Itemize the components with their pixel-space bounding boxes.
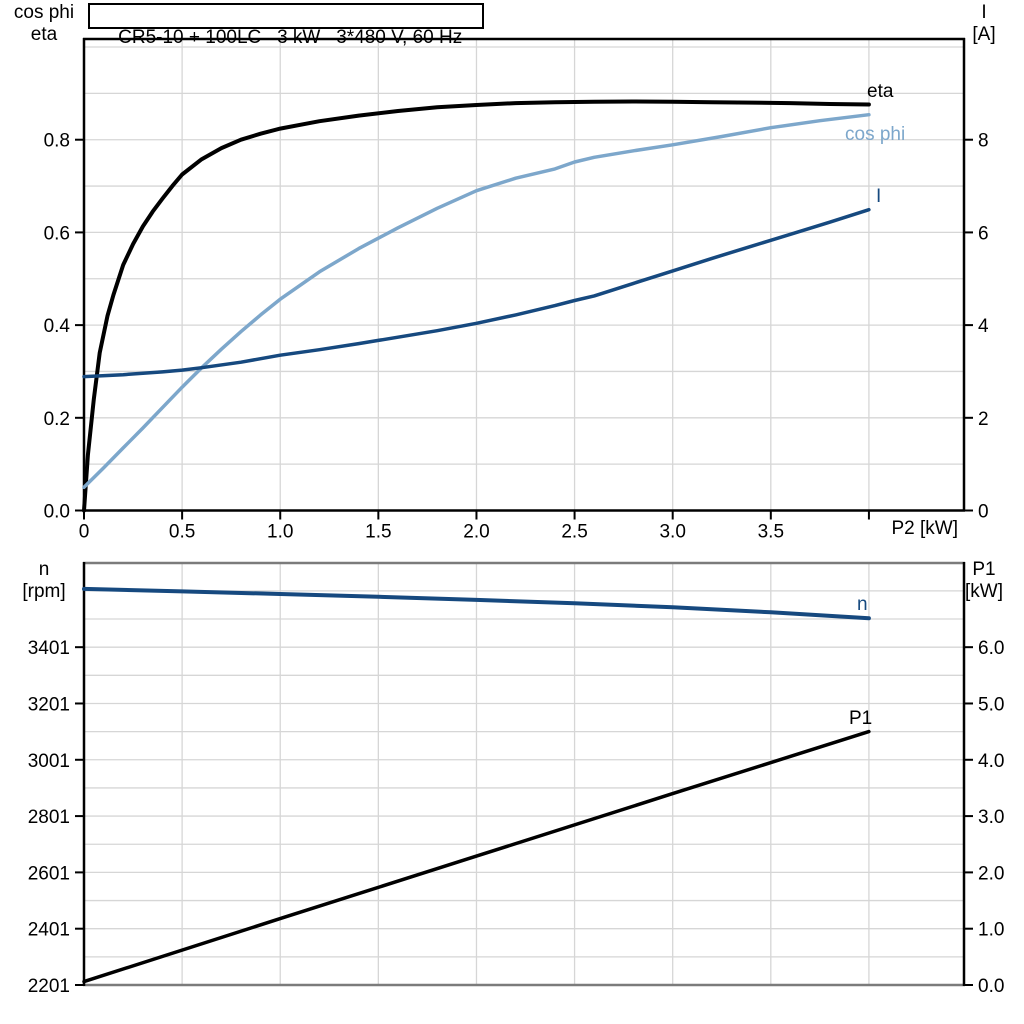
tick-label: 2.0 (978, 863, 1004, 884)
tick-label: 5.0 (978, 694, 1004, 715)
tick-label: 6.0 (978, 638, 1004, 659)
tick-label: 2601 (28, 863, 70, 884)
curve-label-p1: P1 (849, 708, 872, 729)
axis-title-speed: n (38, 559, 50, 580)
tick-label: 3401 (28, 638, 70, 659)
chart-title: CR5-10 + 100LC 3 kW 3*480 V, 60 Hz (118, 27, 463, 48)
tick-label: 3201 (28, 694, 70, 715)
axis-title-current: I (981, 2, 987, 23)
tick-label: 0 (79, 522, 90, 543)
tick-label: 1.0 (267, 522, 293, 543)
tick-label: 3.0 (978, 807, 1004, 828)
tick-label: 0.5 (169, 522, 195, 543)
tick-label: 2.0 (463, 522, 489, 543)
tick-label: 4.0 (978, 751, 1004, 772)
tick-label: 2401 (28, 920, 70, 941)
tick-label: 0 (978, 502, 989, 523)
eta-curve (82, 99, 871, 513)
tick-label: 3.5 (758, 522, 784, 543)
bottom-left-axis-title: n [rpm] (4, 559, 84, 603)
tick-label: 2801 (28, 807, 70, 828)
speed-curve (82, 586, 871, 621)
tick-label: 0.6 (44, 223, 70, 244)
tick-label: 0.2 (44, 409, 70, 430)
top-chart-svg: 0 0.5 1.0 1.5 2.0 2.5 3.0 3.5 0.0 0.2 0.4 0.6 0.8 0 2 4… (44, 37, 989, 543)
current-curve (82, 207, 871, 379)
p1-curve (82, 729, 871, 984)
bottom-right-axis-title: P1 [kW] (946, 559, 1022, 603)
axis-title-cos-phi: cos phi (13, 2, 75, 23)
top-left-axis-title: cos phi eta (4, 2, 84, 46)
tick-label: 0.0 (44, 502, 70, 523)
cos-phi-curve (82, 112, 871, 490)
tick-label: 0.4 (44, 316, 71, 337)
top-right-axis-title: I [A] (948, 2, 1020, 46)
axis-title-p1: P1 (972, 559, 996, 580)
curve-label-current: I (876, 186, 881, 207)
tick-label: 6 (978, 223, 989, 244)
curve-label-cos-phi: cos phi (845, 124, 905, 145)
tick-label: 0.8 (44, 131, 70, 152)
curve-label-speed: n (857, 594, 868, 615)
curve-label-eta: eta (867, 81, 894, 102)
tick-label: 2.5 (561, 522, 587, 543)
tick-label: 8 (978, 131, 989, 152)
axis-title-rpm-unit: [rpm] (22, 581, 66, 602)
axis-title-eta: eta (30, 24, 58, 45)
axis-title-amps-unit: [A] (972, 24, 996, 45)
tick-label: 3.0 (659, 522, 685, 543)
chart-title-box: CR5-10 + 100LC 3 kW 3*480 V, 60 Hz (88, 3, 484, 48)
tick-label: 3001 (28, 751, 70, 772)
tick-label: 1.0 (978, 920, 1004, 941)
tick-label: 0.0 (978, 976, 1004, 997)
axis-title-kw-unit: [kW] (965, 581, 1003, 602)
tick-label: 2201 (28, 976, 70, 997)
tick-label: 2 (978, 409, 989, 430)
x-axis-label: P2 [kW] (891, 518, 958, 539)
tick-label: 4 (978, 316, 989, 337)
tick-label: 1.5 (365, 522, 391, 543)
